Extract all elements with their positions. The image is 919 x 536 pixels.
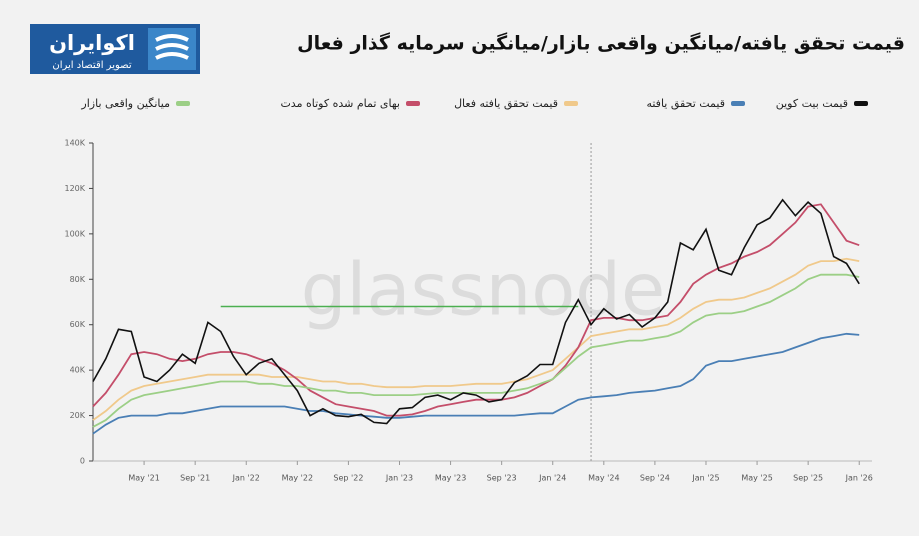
logo-icon-stripes — [155, 34, 189, 60]
x-tick-label: Sep '24 — [640, 474, 670, 483]
x-tick-label: May '25 — [741, 474, 772, 483]
y-tick-label: 140K — [64, 139, 85, 148]
legend-swatch — [854, 101, 868, 106]
legend-swatch — [731, 101, 745, 106]
logo-name: اکوایران — [49, 31, 135, 55]
y-tick-label: 40K — [70, 366, 86, 375]
x-tick-label: Sep '22 — [333, 474, 363, 483]
legend-label: قیمت تحقق یافته — [646, 97, 725, 111]
series-line — [92, 257, 860, 421]
chart: 0 20K 40K 60K 80K 100K 120K 140K May '21 Sep '21 J… — [64, 97, 872, 483]
x-tick-label: Jan '24 — [538, 474, 566, 483]
series-line — [92, 198, 860, 425]
legend-swatch — [564, 101, 578, 106]
y-tick-label: 80K — [70, 275, 86, 284]
x-tick-label: May '21 — [128, 474, 159, 483]
x-tick-label: Sep '25 — [793, 474, 823, 483]
series-line — [92, 203, 860, 417]
legend-label: قیمت تحقق یافته فعال — [454, 97, 558, 111]
legend-swatch — [406, 101, 420, 106]
y-tick-label: 20K — [70, 411, 86, 420]
x-tick-label: Jan '26 — [845, 474, 873, 483]
y-tick-label: 120K — [64, 184, 85, 193]
x-tick-label: Jan '25 — [691, 474, 719, 483]
legend-label: بهای تمام شده کوتاه مدت — [280, 97, 400, 110]
series-line — [92, 273, 860, 428]
x-tick-label: Jan '23 — [385, 474, 413, 483]
series-line — [92, 332, 860, 435]
y-tick-label: 0 — [80, 457, 85, 466]
legend-label: میانگین واقعی بازار — [80, 97, 170, 110]
x-tick-label: Sep '23 — [487, 474, 517, 483]
x-tick-label: Sep '21 — [180, 474, 210, 483]
legend-swatch — [176, 101, 190, 106]
y-tick-label: 100K — [64, 229, 85, 238]
title: قیمت تحقق یافته/میانگین واقعی بازار/میان… — [297, 32, 905, 55]
watermark: glassnode — [301, 248, 666, 332]
legend-label: قیمت بیت کوین — [776, 97, 848, 110]
logo-tagline: تصویر اقتصاد ایران — [52, 60, 131, 71]
y-tick-label: 60K — [70, 320, 86, 329]
x-tick-label: Jan '22 — [232, 474, 260, 483]
x-tick-label: May '24 — [588, 474, 619, 483]
logo: اکوایران تصویر اقتصاد ایران — [30, 24, 200, 74]
x-tick-label: May '23 — [435, 474, 466, 483]
x-tick-label: May '22 — [282, 474, 313, 483]
